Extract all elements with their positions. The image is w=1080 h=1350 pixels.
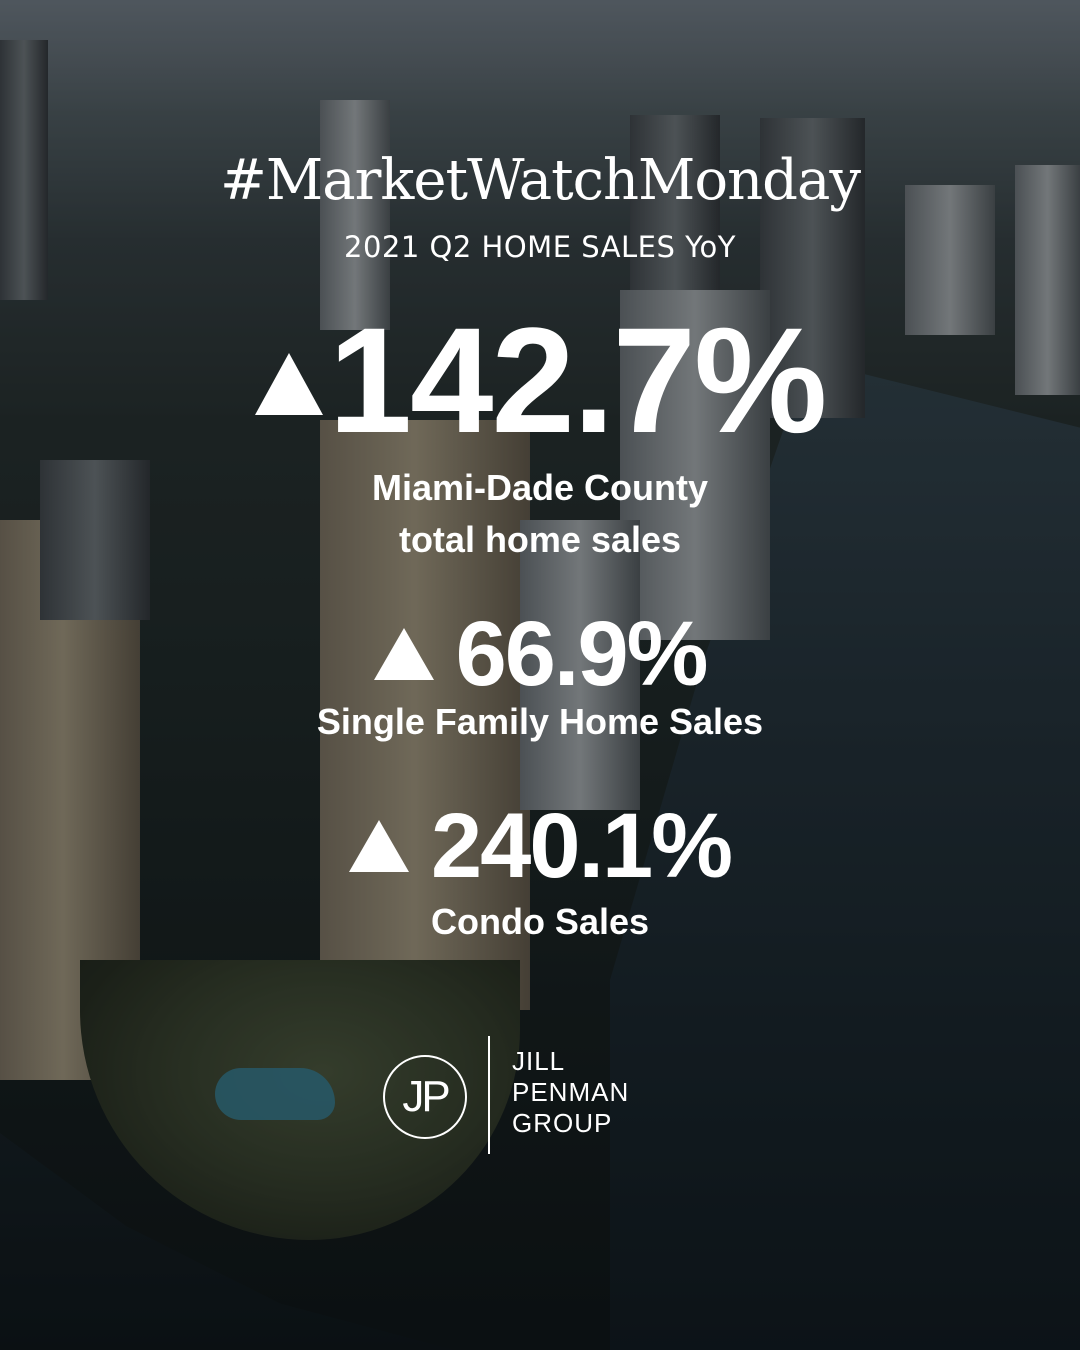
stat-single-family: 66.9% — [0, 608, 1080, 700]
up-triangle-icon — [254, 353, 323, 415]
stat-condo: 240.1% — [0, 800, 1080, 892]
stat-total-sales: 142.7% — [0, 305, 1080, 455]
stat-label-line: Miami-Dade County — [371, 467, 709, 508]
tower — [760, 118, 865, 418]
stat-label-line: total home sales — [398, 519, 682, 560]
up-triangle-icon — [348, 820, 409, 872]
stat-label: Condo Sales — [430, 901, 650, 942]
tower — [320, 420, 530, 1010]
logo-wordmark: JILL PENMAN GROUP — [512, 1046, 629, 1139]
tower — [320, 100, 390, 330]
tower — [40, 460, 150, 620]
hashtag-title: #MarketWatchMonday — [220, 148, 861, 213]
pool — [215, 1068, 335, 1120]
tower — [1015, 165, 1080, 395]
up-triangle-icon — [373, 628, 434, 680]
logo-divider — [488, 1036, 490, 1154]
logo-line: GROUP — [512, 1108, 613, 1138]
tower — [0, 40, 48, 300]
logo-line: JILL — [512, 1046, 566, 1076]
stat-label: Miami-Dade County total home sales — [0, 462, 1080, 566]
tower — [905, 185, 995, 335]
tower — [520, 520, 640, 810]
tower — [620, 290, 770, 640]
stat-label: Single Family Home Sales — [316, 701, 764, 742]
tower — [630, 115, 720, 315]
stat-value: 142.7% — [328, 296, 828, 464]
subtitle: 2021 Q2 HOME SALES YoY — [344, 230, 736, 264]
stat-value: 240.1% — [430, 795, 733, 897]
logo-line: PENMAN — [512, 1077, 630, 1107]
jp-monogram-logo: JP — [383, 1055, 467, 1139]
stat-value: 66.9% — [455, 603, 709, 705]
